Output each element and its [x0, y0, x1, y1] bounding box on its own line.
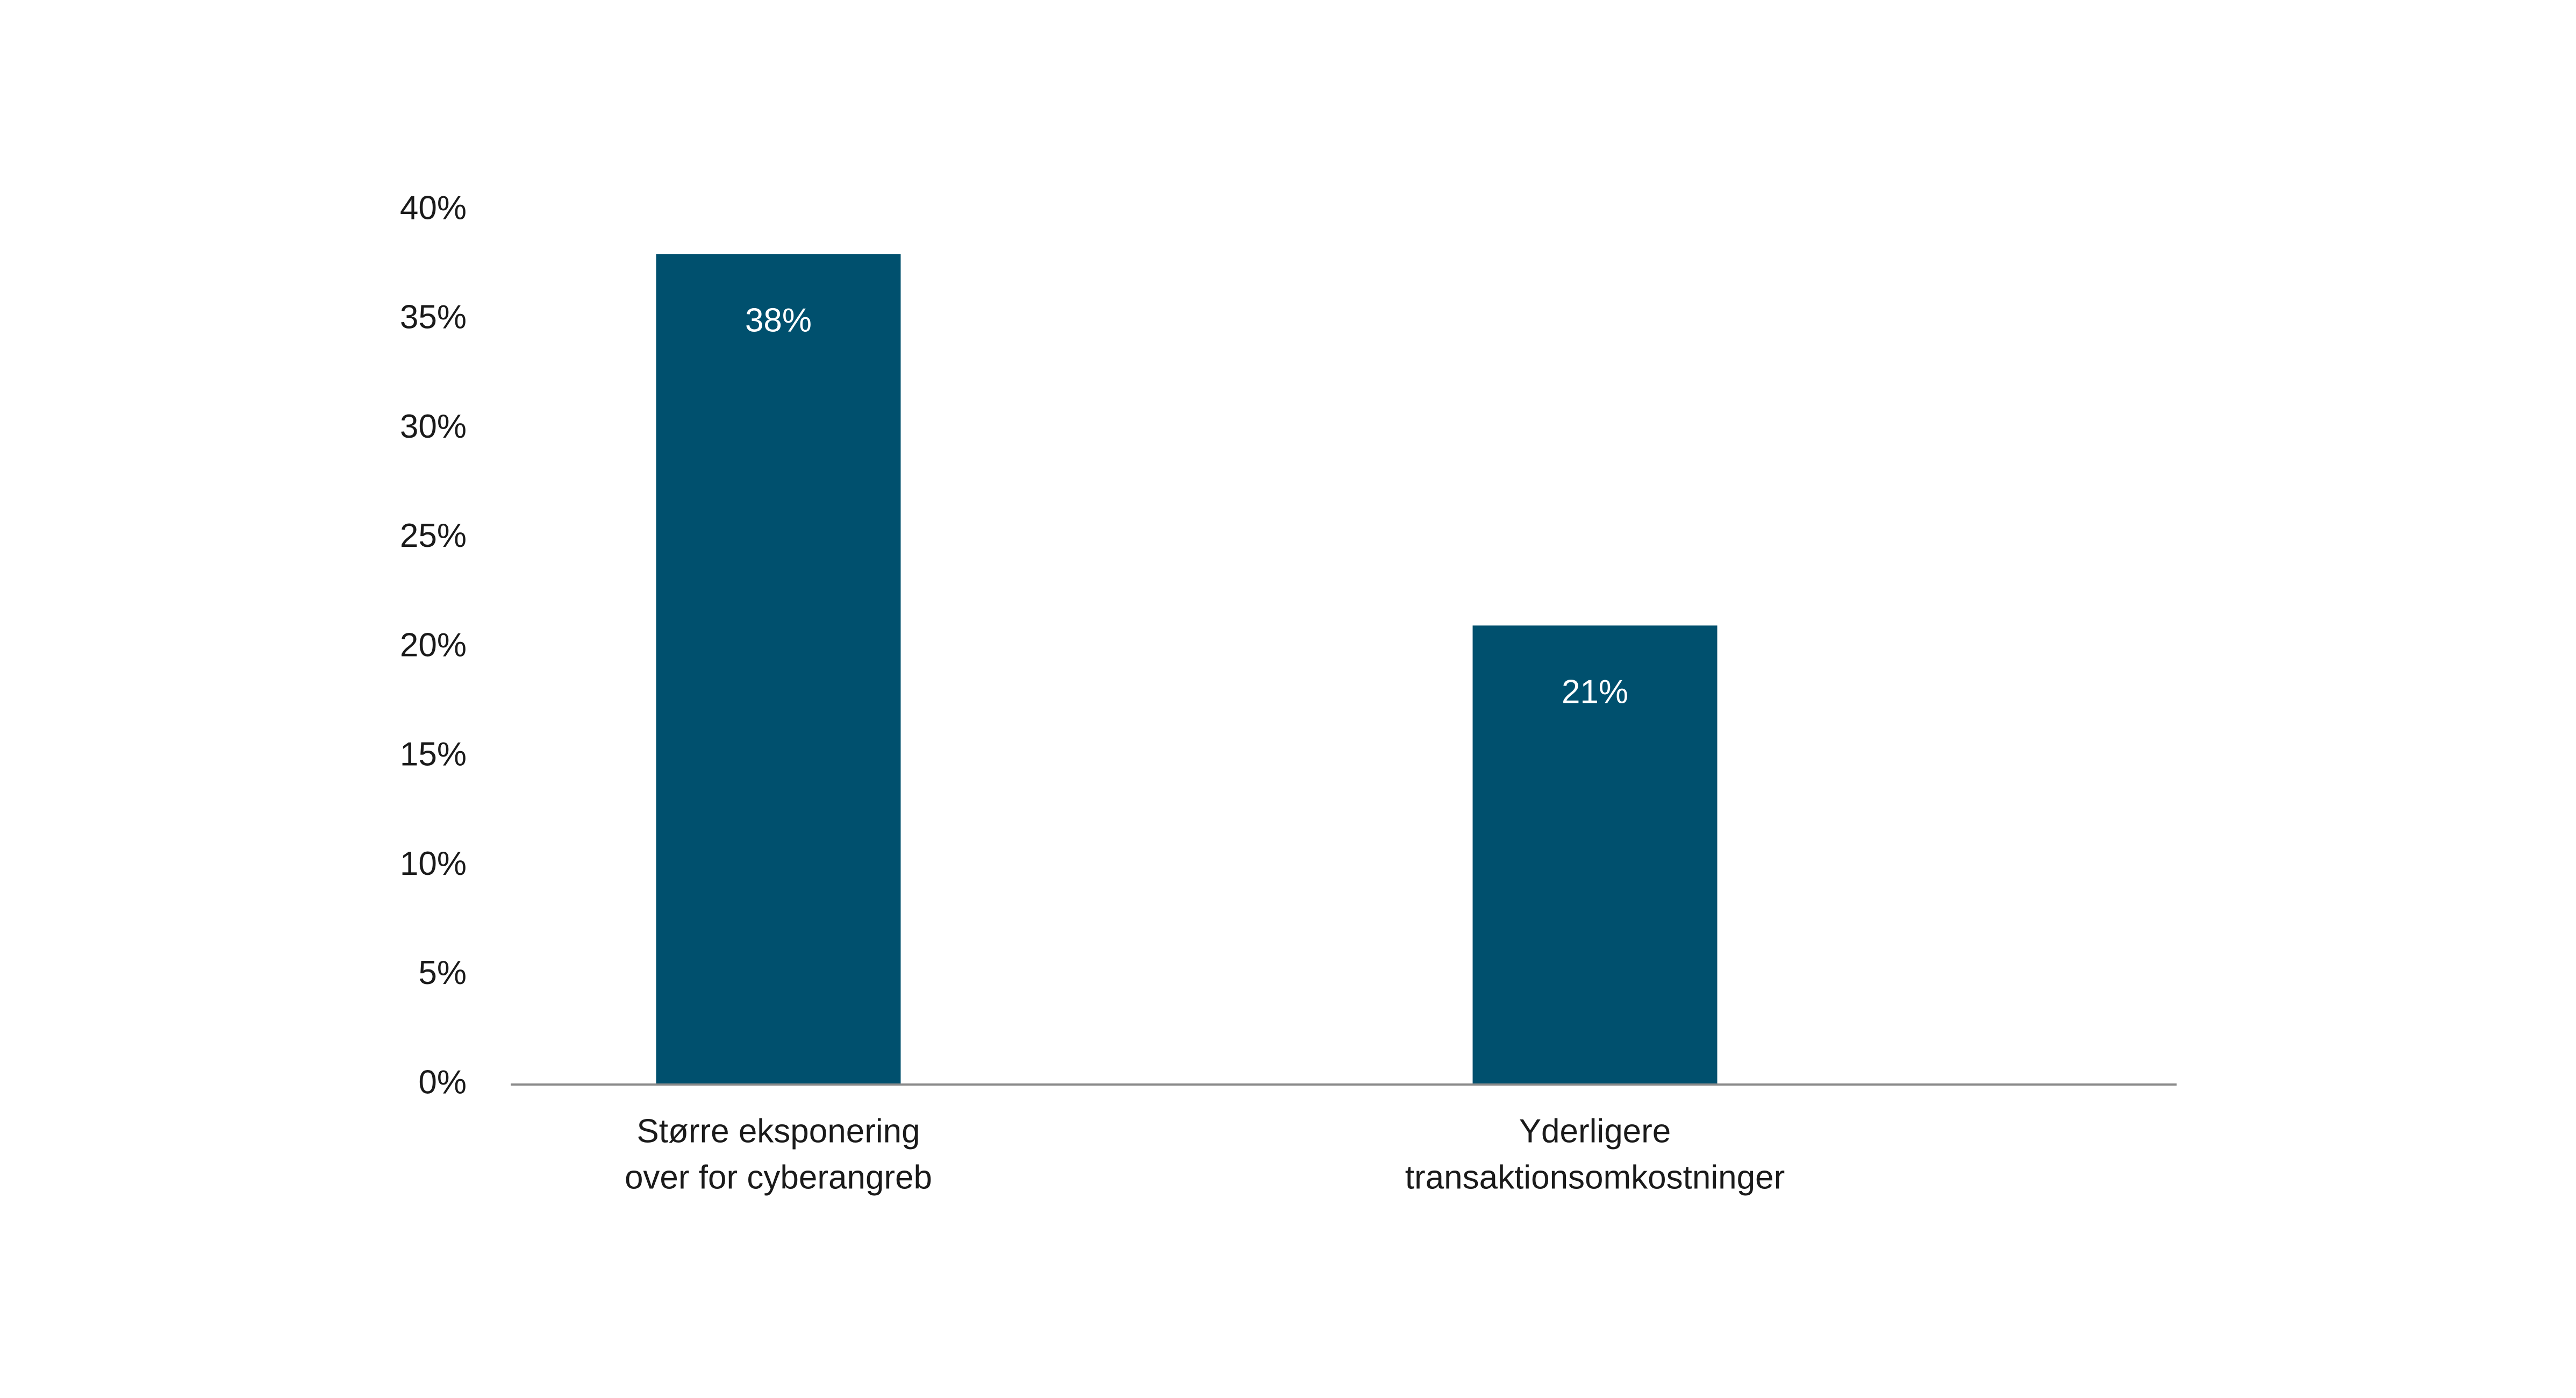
- y-tick-label: 30%: [400, 408, 467, 445]
- y-tick-label: 25%: [400, 517, 467, 554]
- bar: [1472, 625, 1718, 1085]
- y-tick-label: 5%: [418, 954, 467, 992]
- y-tick-label: 10%: [400, 845, 467, 882]
- bar: [656, 254, 901, 1085]
- y-tick-label: 35%: [400, 299, 467, 336]
- value-label: 38%: [745, 302, 812, 339]
- y-tick-label: 15%: [400, 736, 467, 773]
- y-tick-label: 40%: [400, 189, 467, 226]
- x-tick-label: over for cyberangreb: [625, 1159, 932, 1196]
- y-tick-label: 20%: [400, 626, 467, 664]
- x-tick-label: transaktionsomkostninger: [1405, 1159, 1785, 1196]
- value-label: 21%: [1562, 674, 1628, 711]
- y-tick-label: 0%: [418, 1064, 467, 1101]
- x-tick-label: Større eksponering: [636, 1112, 920, 1150]
- x-tick-label: Yderligere: [1519, 1112, 1671, 1150]
